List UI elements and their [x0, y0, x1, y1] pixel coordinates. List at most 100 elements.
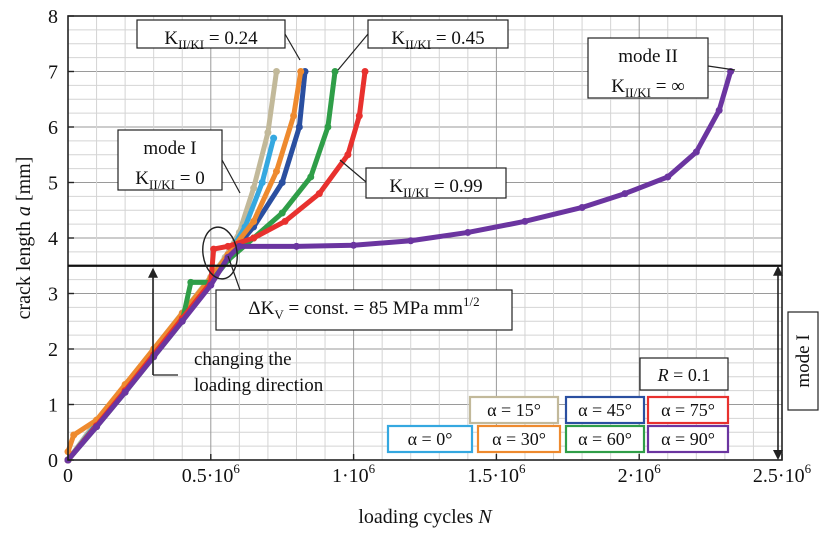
data-point: [297, 68, 305, 75]
data-point: [344, 151, 352, 159]
legend-label: α = 60°: [578, 429, 632, 449]
label-ratio-024: KII/K​I​ = 0.24: [136, 19, 286, 52]
mode-i-side-label: mode I: [793, 334, 814, 387]
annotation-text: KII/K​I​ = ∞: [611, 76, 685, 100]
annotation-text: mode II: [618, 46, 678, 67]
mode-i-side-box: [787, 311, 819, 411]
legend-swatch-box: [564, 424, 646, 454]
data-point: [361, 68, 369, 75]
x-tick-label: 2·106: [618, 461, 662, 487]
annotation-text: KII/K​I​ = 0.24: [164, 28, 258, 52]
data-point: [187, 278, 195, 286]
x-tick-label: 0: [63, 465, 73, 487]
legend-title-box: [639, 357, 729, 391]
y-tick-label: 4: [48, 228, 58, 250]
label-delta-k: ΔKV​ = const. = 85 MPa mm1/2​: [215, 289, 513, 331]
changing-text-line1: changing the: [194, 349, 292, 370]
leader-line: [707, 65, 736, 71]
y-tick-label: 8: [48, 6, 58, 28]
transition-ellipse: [202, 226, 238, 280]
y-tick-label: 6: [48, 117, 58, 139]
data-point: [224, 242, 232, 250]
label-mode-ii: mode II KII/K​I​ = ∞: [587, 37, 709, 100]
y-tick-label: 0: [48, 450, 58, 472]
data-point: [278, 209, 286, 217]
data-point: [250, 234, 258, 242]
legend-title-text: R = 0.1: [657, 365, 711, 385]
label-ratio-099: KII/K​I​ = 0.99: [365, 167, 507, 200]
legend-swatch-box: [646, 424, 730, 454]
data-point: [692, 148, 700, 156]
y-tick-label: 2: [48, 339, 58, 361]
data-point: [278, 179, 286, 186]
annotation-box: [365, 167, 507, 199]
data-point: [290, 112, 298, 120]
annotation-text: ΔKV​ = const. = 85 MPa mm1/2​: [248, 294, 479, 322]
data-point: [207, 281, 215, 289]
annotation-box: [367, 19, 509, 49]
x-tick-label: 1·106: [332, 461, 376, 487]
label-ratio-045: KII/K​I​ = 0.45: [367, 19, 509, 52]
data-point: [324, 123, 332, 131]
data-point: [250, 184, 258, 192]
data-point: [331, 68, 339, 75]
data-point: [350, 241, 358, 249]
legend-swatch-box: [646, 395, 730, 425]
data-point: [407, 237, 415, 245]
data-point: [258, 179, 266, 186]
annotation-text: mode I: [143, 138, 196, 159]
leader-line: [339, 159, 367, 183]
data-point: [272, 167, 280, 175]
y-tick-label: 5: [48, 173, 58, 195]
data-point: [578, 203, 586, 211]
annotation-text: KII/K​I​ = 0.99: [389, 176, 482, 200]
x-tick-label: 0.5·106: [182, 461, 241, 487]
data-point: [292, 242, 300, 250]
annotation-text: KII/K​I​ = 0: [135, 168, 204, 192]
legend-label: α = 30°: [492, 429, 546, 449]
data-point: [250, 217, 258, 225]
leader-line: [337, 33, 369, 71]
y-axis-title: crack length a [mm]: [13, 157, 35, 320]
data-point: [272, 68, 280, 75]
label-mode-i: mode I KII/K​I​ = 0: [117, 129, 223, 192]
legend-item: α = 90°: [646, 424, 730, 454]
legend-swatch-box: [468, 395, 560, 425]
data-point: [264, 129, 272, 137]
legend-item: α = 75°: [646, 395, 730, 425]
legend-item: α = 15°: [468, 395, 560, 425]
mode-i-arrowhead-bottom: [773, 450, 783, 460]
legend-swatch-box: [386, 424, 474, 454]
leader-line: [227, 255, 241, 291]
data-point: [235, 242, 243, 250]
data-point: [121, 388, 129, 396]
x-tick-label: 2.5·106: [753, 461, 812, 487]
data-point: [715, 106, 723, 114]
data-point: [210, 245, 218, 253]
annotation-box: [117, 129, 223, 191]
legend-title: R = 0.1: [639, 357, 729, 391]
legend-label: α = 75°: [661, 400, 715, 420]
y-tick-label: 1: [48, 395, 58, 417]
data-point: [295, 123, 303, 131]
legend-label: α = 45°: [578, 400, 632, 420]
data-point: [355, 112, 363, 120]
x-axis-title: loading cycles N: [358, 506, 493, 528]
legend-swatch-box: [564, 395, 646, 425]
data-point: [621, 190, 629, 198]
data-point: [664, 173, 672, 181]
leader-line: [221, 159, 241, 194]
data-point: [93, 423, 101, 431]
annotation-box: [587, 37, 709, 99]
direction-arrowhead: [148, 267, 158, 278]
series-line: [65, 69, 304, 455]
legend-label: α = 0°: [408, 429, 453, 449]
y-tick-label: 7: [48, 62, 58, 84]
legend-item: α = 30°: [476, 424, 562, 454]
legend-item: α = 0°: [386, 424, 474, 454]
leader-line: [284, 33, 301, 61]
data-point: [521, 217, 529, 225]
data-point: [464, 228, 472, 236]
